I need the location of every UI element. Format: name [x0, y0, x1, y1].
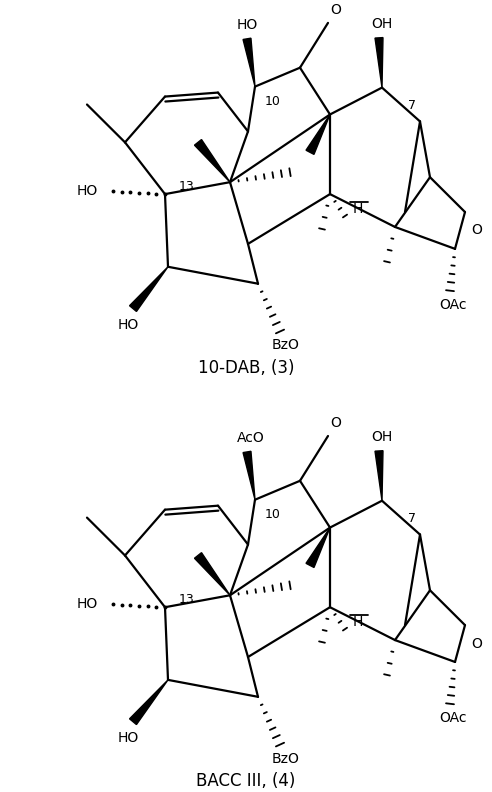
- Text: OAc: OAc: [439, 710, 467, 725]
- Text: H: H: [353, 615, 363, 629]
- Text: 13: 13: [179, 592, 195, 606]
- Text: 7: 7: [408, 512, 416, 525]
- Text: OH: OH: [371, 17, 393, 31]
- Polygon shape: [243, 38, 255, 86]
- Text: 10: 10: [265, 95, 281, 108]
- Polygon shape: [129, 267, 168, 311]
- Text: O: O: [471, 223, 483, 238]
- Text: HO: HO: [118, 731, 139, 744]
- Text: BzO: BzO: [272, 338, 300, 352]
- Polygon shape: [306, 115, 330, 154]
- Text: HO: HO: [76, 184, 97, 198]
- Text: 7: 7: [408, 99, 416, 112]
- Polygon shape: [375, 37, 383, 88]
- Polygon shape: [243, 451, 255, 500]
- Text: H: H: [353, 202, 363, 216]
- Polygon shape: [129, 680, 168, 725]
- Text: 10: 10: [265, 508, 281, 521]
- Text: O: O: [471, 637, 483, 650]
- Polygon shape: [306, 527, 330, 568]
- Text: O: O: [331, 416, 341, 430]
- Text: HO: HO: [118, 318, 139, 332]
- Text: BACC III, (4): BACC III, (4): [196, 772, 296, 790]
- Polygon shape: [194, 139, 230, 182]
- Text: AcO: AcO: [237, 431, 265, 445]
- Polygon shape: [375, 451, 383, 501]
- Text: OH: OH: [371, 430, 393, 444]
- Text: OAc: OAc: [439, 298, 467, 311]
- Text: HO: HO: [76, 597, 97, 611]
- Text: O: O: [331, 3, 341, 17]
- Text: 13: 13: [179, 180, 195, 192]
- Text: BzO: BzO: [272, 752, 300, 766]
- Text: 10-DAB, (3): 10-DAB, (3): [198, 360, 294, 377]
- Polygon shape: [194, 553, 230, 596]
- Text: HO: HO: [236, 18, 258, 32]
